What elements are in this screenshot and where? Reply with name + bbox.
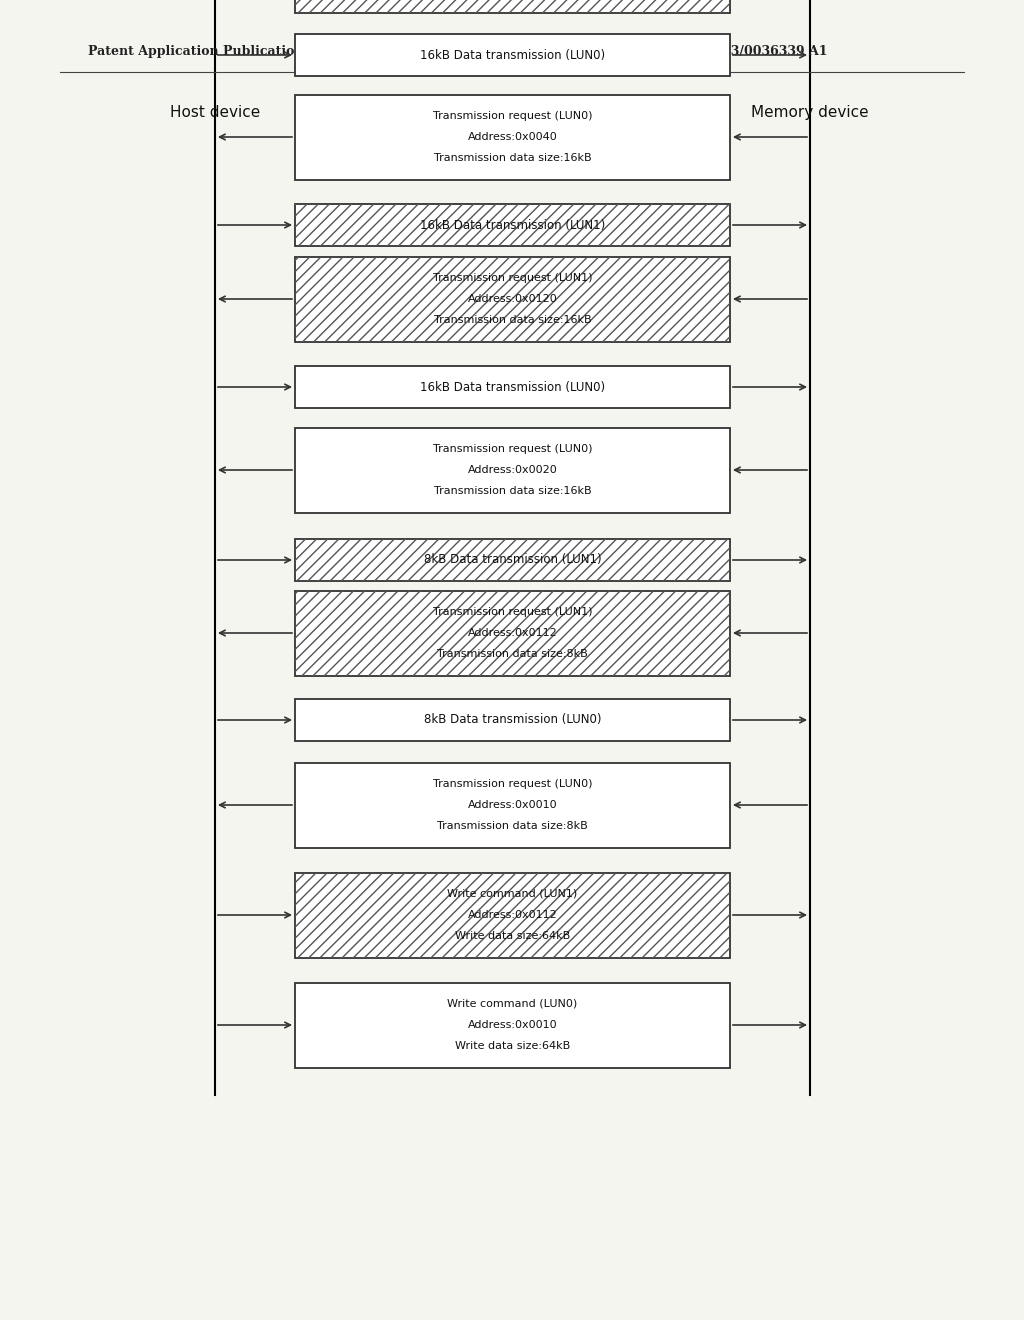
Bar xyxy=(295,256,730,342)
Text: Transmission data size:16kB: Transmission data size:16kB xyxy=(434,315,591,325)
Text: Address:0x0040: Address:0x0040 xyxy=(468,132,557,143)
Bar xyxy=(295,700,730,741)
Bar xyxy=(295,205,730,246)
Bar xyxy=(295,539,730,581)
Text: Memory device: Memory device xyxy=(752,106,868,120)
Bar xyxy=(295,763,730,847)
Text: Address:0x0020: Address:0x0020 xyxy=(468,465,557,475)
Bar xyxy=(295,366,730,408)
Text: 16kB Data transmission (LUN1): 16kB Data transmission (LUN1) xyxy=(420,219,605,231)
Text: Write data size:64kB: Write data size:64kB xyxy=(455,931,570,941)
Text: Address:0x0112: Address:0x0112 xyxy=(468,628,557,638)
Bar xyxy=(295,982,730,1068)
Text: Feb. 7, 2013   Sheet 12 of 13: Feb. 7, 2013 Sheet 12 of 13 xyxy=(430,45,631,58)
Text: Transmission data size:8kB: Transmission data size:8kB xyxy=(437,821,588,832)
Text: 16kB Data transmission (LUN0): 16kB Data transmission (LUN0) xyxy=(420,49,605,62)
Text: Transmission request (LUN0): Transmission request (LUN0) xyxy=(433,779,592,789)
Bar xyxy=(295,873,730,957)
Bar xyxy=(295,256,730,342)
Text: Transmission data size:16kB: Transmission data size:16kB xyxy=(434,153,591,164)
Bar xyxy=(295,0,730,12)
Bar xyxy=(295,428,730,512)
Bar xyxy=(295,873,730,957)
Text: 8kB Data transmission (LUN1): 8kB Data transmission (LUN1) xyxy=(424,553,601,566)
Bar xyxy=(295,95,730,180)
Bar xyxy=(295,205,730,246)
Bar xyxy=(295,0,730,12)
Text: 16kB Data transmission (LUN0): 16kB Data transmission (LUN0) xyxy=(420,380,605,393)
Text: US 2013/0036339 A1: US 2013/0036339 A1 xyxy=(680,45,827,58)
Text: Host device: Host device xyxy=(170,106,260,120)
Text: Transmission request (LUN0): Transmission request (LUN0) xyxy=(433,444,592,454)
Text: Write data size:64kB: Write data size:64kB xyxy=(455,1041,570,1051)
Bar xyxy=(295,34,730,77)
Text: Address:0x0112: Address:0x0112 xyxy=(468,909,557,920)
Text: Transmission request (LUN1): Transmission request (LUN1) xyxy=(433,607,592,616)
Text: Transmission data size:16kB: Transmission data size:16kB xyxy=(434,486,591,496)
Text: Transmission data size:8kB: Transmission data size:8kB xyxy=(437,649,588,659)
Bar xyxy=(295,590,730,676)
Text: Transmission request (LUN0): Transmission request (LUN0) xyxy=(433,111,592,120)
Text: 8kB Data transmission (LUN0): 8kB Data transmission (LUN0) xyxy=(424,714,601,726)
Text: Address:0x0010: Address:0x0010 xyxy=(468,1020,557,1030)
Bar xyxy=(295,539,730,581)
Text: Write command (LUN0): Write command (LUN0) xyxy=(447,999,578,1008)
Text: Write command (LUN1): Write command (LUN1) xyxy=(447,888,578,899)
Text: Patent Application Publication: Patent Application Publication xyxy=(88,45,303,58)
Bar xyxy=(295,590,730,676)
Text: Transmission request (LUN1): Transmission request (LUN1) xyxy=(433,273,592,282)
Text: Address:0x0010: Address:0x0010 xyxy=(468,800,557,810)
Text: Address:0x0120: Address:0x0120 xyxy=(468,294,557,304)
